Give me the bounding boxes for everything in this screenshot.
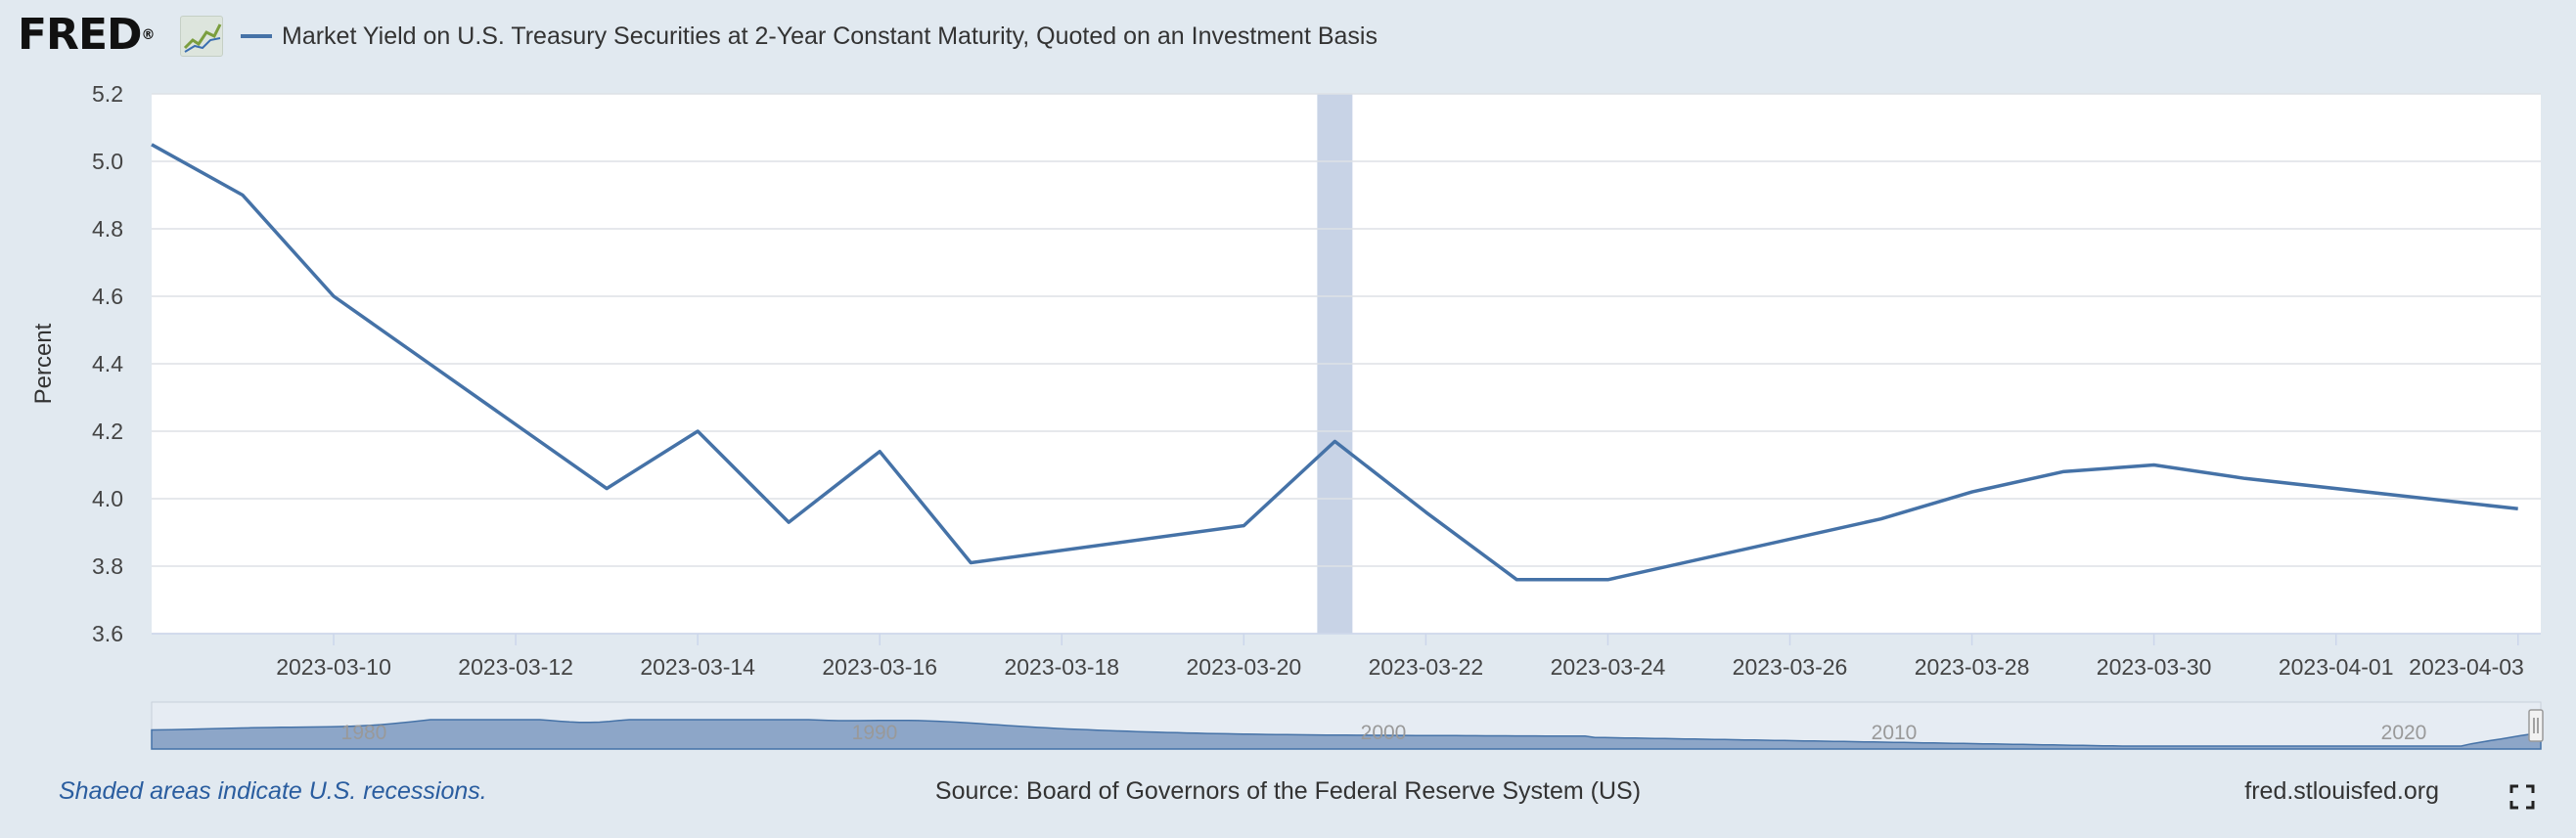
x-tick-label: 2023-03-12 — [458, 654, 573, 680]
y-tick-label: 4.4 — [92, 351, 123, 376]
navigator-label: 1980 — [341, 722, 387, 744]
navigator-labels: 1980 1990 2000 2010 2020 — [341, 722, 2427, 744]
y-tick-label: 3.6 — [92, 621, 123, 646]
x-tick-label: 2023-03-22 — [1369, 654, 1484, 680]
x-tick-label: 2023-03-24 — [1551, 654, 1666, 680]
fred-logo-text: FRED® — [18, 10, 156, 60]
line-chart: 3.63.84.04.24.44.64.85.05.2 2023-03-10 20… — [30, 81, 2544, 750]
y-axis-ticks: 3.6 3.8 4.0 4.2 4.4 4.6 4.8 5.0 5.2 — [92, 81, 123, 646]
chart-line-icon — [180, 16, 223, 57]
navigator-label: 1990 — [852, 722, 898, 744]
y-tick-label: 4.2 — [92, 419, 123, 444]
range-navigator[interactable]: 1980 1990 2000 2010 2020 — [151, 701, 2544, 750]
x-tick-label: 2023-03-10 — [276, 654, 391, 680]
x-tick-label: 2023-03-14 — [640, 654, 755, 680]
legend-swatch — [241, 34, 272, 38]
navigator-label: 2020 — [2381, 722, 2427, 744]
x-axis-ticks: 2023-03-10 2023-03-12 2023-03-14 2023-03-16… — [152, 633, 2541, 680]
fred-logo[interactable]: FRED® — [18, 10, 223, 61]
navigator-handle[interactable] — [2528, 709, 2544, 742]
site-link[interactable]: fred.stlouisfed.org — [2244, 777, 2439, 805]
x-tick-label: 2023-03-18 — [1004, 654, 1119, 680]
navigator-area — [151, 719, 2542, 750]
source-text: Source: Board of Governors of the Federa… — [934, 777, 1642, 805]
x-tick-label: 2023-03-20 — [1187, 654, 1302, 680]
x-tick-label: 2023-03-30 — [2097, 654, 2212, 680]
y-axis-label: Percent — [30, 323, 57, 404]
y-tick-label: 5.0 — [92, 149, 123, 174]
recession-note: Shaded areas indicate U.S. recessions. — [59, 777, 487, 805]
y-tick-label: 4.0 — [92, 486, 123, 511]
legend-series-label[interactable]: Market Yield on U.S. Treasury Securities… — [282, 22, 1378, 50]
navigator-label: 2000 — [1361, 722, 1407, 744]
y-tick-label: 4.6 — [92, 284, 123, 309]
x-tick-label: 2023-04-01 — [2279, 654, 2394, 680]
chart-header: FRED® Market Yield on U.S. Treasury Secu… — [0, 0, 2576, 78]
fullscreen-icon[interactable] — [2509, 784, 2535, 810]
series-line[interactable] — [151, 143, 2518, 582]
y-tick-label: 5.2 — [92, 81, 123, 107]
grid-lines — [152, 93, 2541, 635]
navigator-label: 2010 — [1872, 722, 1918, 744]
x-tick-label: 2023-03-16 — [822, 654, 937, 680]
x-tick-label: 2023-03-28 — [1915, 654, 2030, 680]
x-tick-label: 2023-04-03 — [2409, 654, 2524, 680]
y-tick-label: 3.8 — [92, 553, 123, 579]
y-tick-label: 4.8 — [92, 216, 123, 242]
x-tick-label: 2023-03-26 — [1733, 654, 1848, 680]
